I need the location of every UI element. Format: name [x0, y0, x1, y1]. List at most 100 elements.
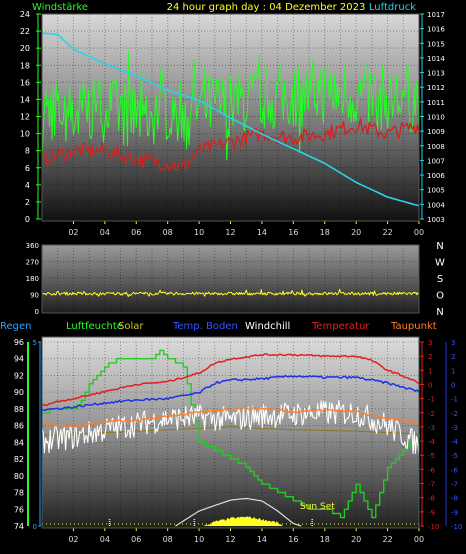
direction-panel-bg [42, 245, 419, 313]
wind-axis-label: Windstärke [32, 2, 88, 13]
dew-point-series [41, 406, 420, 429]
wind-tick-label: 16 [20, 78, 30, 87]
x-tick-label: 18 [320, 535, 330, 544]
ground-temperature-series [41, 374, 420, 412]
x-tick-label: 22 [382, 228, 392, 237]
humidity-tick-label: 78 [14, 489, 24, 498]
wind-tick-label: 12 [20, 113, 30, 122]
wind-tick-label: 10 [20, 130, 30, 139]
pressure-axis-label: Luftdruck [369, 2, 416, 13]
x-tick-label: 00 [414, 228, 424, 237]
pressure-tick-label: 1016 [427, 26, 445, 34]
x-tick-label: 18 [320, 228, 330, 237]
wind-tick-label: 2 [25, 198, 30, 207]
ground-temperature-tick-label: -5 [451, 452, 458, 460]
x-tick-label: 02 [68, 228, 78, 237]
ground-temperature-tick-label: -4 [451, 438, 459, 446]
ground-temperature-tick-label: -2 [451, 410, 458, 418]
x-tick-label: 08 [163, 535, 173, 544]
x-tick-label: 10 [194, 228, 204, 237]
pressure-tick-label: 1009 [427, 128, 445, 136]
x-tick-label: 10 [194, 535, 204, 544]
windchill-series [41, 399, 420, 456]
pressure-tick-label: 1017 [427, 11, 445, 19]
humidity-tick-label: 96 [14, 338, 24, 347]
wind-average-series [41, 118, 420, 171]
wind-panel-axes: 0246810121416182022241003100410051006100… [20, 10, 446, 237]
temperature-tick-label: -8 [428, 495, 435, 503]
x-tick-label: 22 [382, 535, 392, 544]
temperature-tick-label: 1 [428, 367, 432, 375]
humidity-tick-label: 74 [14, 522, 24, 531]
ground-temperature-tick-label: -9 [451, 509, 458, 517]
climate-panel-frame [41, 336, 420, 529]
max-solar-curve [175, 497, 302, 527]
ground-temperature-tick-label: -6 [451, 466, 459, 474]
temperature-tick-label: 0 [428, 381, 432, 389]
direction-tick-label: 180 [26, 275, 39, 283]
wind-tick-label: 14 [20, 95, 30, 104]
x-tick-label: 14 [257, 535, 267, 544]
x-tick-label: 02 [68, 535, 78, 544]
compass-label: W [435, 258, 445, 269]
pressure-tick-label: 1015 [427, 40, 445, 48]
wind-tick-label: 20 [20, 44, 30, 53]
compass-label: O [436, 291, 444, 302]
pressure-series [41, 32, 420, 207]
humidity-tick-label: 80 [14, 472, 24, 481]
temperature-tick-label: 2 [428, 353, 432, 361]
legend-temperatur: Temperatur [311, 321, 370, 332]
direction-tick-label: 270 [26, 259, 39, 267]
pressure-tick-label: 1011 [427, 99, 445, 107]
legend-taupunkt: Taupunkt [390, 321, 437, 332]
x-tick-label: 16 [288, 228, 298, 237]
temperature-tick-label: 3 [428, 339, 432, 347]
direction-panel-axes: 0 N 90 O 180 S 270 W 360 N [26, 241, 445, 318]
temperature-tick-label: -3 [428, 424, 435, 432]
temperature-tick-label: -2 [428, 410, 435, 418]
x-tick-label: 12 [225, 228, 235, 237]
x-tick-label: 06 [131, 228, 141, 237]
chart-title: 24 hour graph day : 04 Dezember 2023 [167, 2, 366, 13]
ground-temperature-tick-label: 0 [451, 381, 455, 389]
ground-temperature-tick-label: -10 [451, 523, 462, 531]
temperature-tick-label: -6 [428, 466, 436, 474]
ground-temperature-tick-label: -1 [451, 396, 458, 404]
pressure-tick-label: 1010 [427, 114, 445, 122]
ground-temperature-tick-label: -3 [451, 424, 458, 432]
direction-panel-grid [42, 244, 419, 312]
pressure-tick-label: 1003 [427, 216, 445, 224]
x-tick-label: 12 [225, 535, 235, 544]
humidity-tick-label: 88 [14, 405, 24, 414]
compass-label: S [437, 274, 443, 285]
direction-panel-series [41, 288, 420, 297]
wind-tick-label: 6 [25, 164, 30, 173]
humidity-tick-label: 90 [14, 388, 24, 397]
climate-panel-grid [42, 341, 419, 527]
temperature-tick-label: -4 [428, 438, 436, 446]
temperature-tick-label: -1 [428, 396, 435, 404]
direction-tick-label: 90 [30, 292, 39, 300]
legend-regen: Regen [0, 321, 32, 332]
humidity-series [42, 349, 420, 519]
x-tick-label: 14 [257, 228, 267, 237]
climate-panel-series [41, 349, 420, 527]
wind-tick-label: 22 [20, 27, 30, 36]
pressure-tick-label: 1008 [427, 143, 445, 151]
humidity-tick-label: 86 [14, 422, 24, 431]
x-tick-label: 20 [351, 228, 361, 237]
humidity-tick-label: 84 [14, 438, 24, 447]
humidity-tick-label: 82 [14, 455, 24, 464]
ground-temperature-tick-label: 1 [451, 367, 455, 375]
rain-tick-label: 0 [33, 523, 37, 531]
sun-set-label: Sun Set [300, 502, 335, 512]
temperature-tick-label: -10 [428, 523, 439, 531]
wind-panel-frame [41, 13, 420, 222]
x-tick-label: 08 [163, 228, 173, 237]
direction-panel-frame [41, 244, 420, 314]
legend-windchill: Windchill [245, 321, 290, 332]
wind-tick-label: 4 [25, 181, 30, 190]
legend-temp-boden: Temp. Boden [172, 321, 238, 332]
